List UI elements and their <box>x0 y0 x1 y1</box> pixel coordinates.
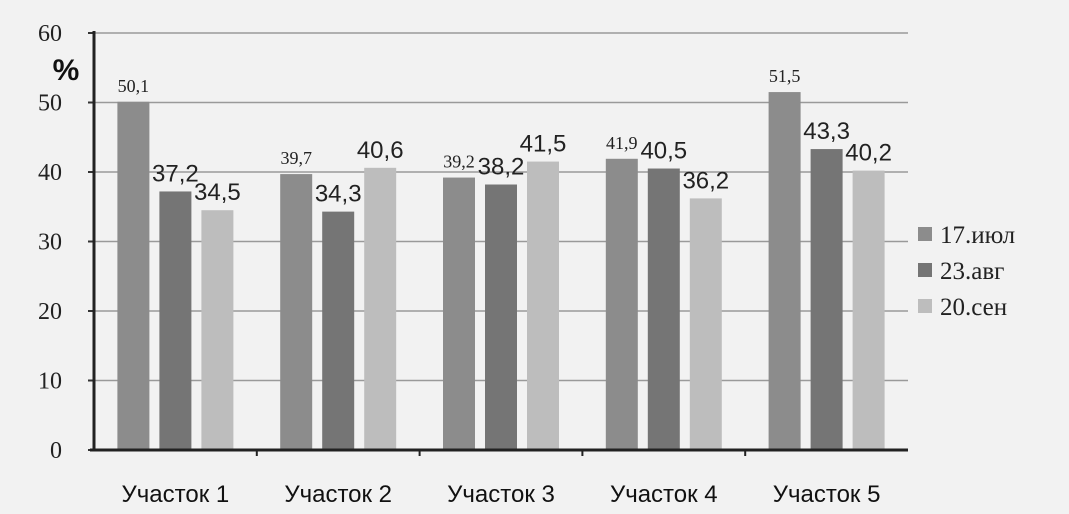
legend-swatch <box>918 299 932 313</box>
bar-value-label: 34,5 <box>194 179 241 206</box>
legend-swatch <box>918 227 932 241</box>
y-tick-label: 50 <box>38 91 62 117</box>
bar-value-label: 40,2 <box>845 140 892 167</box>
bar-1 <box>117 101 150 451</box>
legend: 17.июл 23.авг 20.сен <box>918 222 1015 321</box>
y-tick-label: 40 <box>38 160 62 186</box>
y-tick-label: 0 <box>50 438 62 464</box>
bar-3 <box>852 170 885 451</box>
bar-2 <box>159 191 192 450</box>
y-tick-label: 60 <box>38 21 62 47</box>
bar-value-label: 37,2 <box>152 160 199 187</box>
bar-value-label: 41,9 <box>606 133 638 153</box>
x-category-label: Участок 1 <box>122 481 230 508</box>
legend-swatch <box>918 263 932 277</box>
legend-entry: 17.июл <box>940 222 1015 249</box>
bar-1 <box>280 174 313 450</box>
bar-1 <box>605 158 638 451</box>
bar-3 <box>689 198 722 450</box>
bar-value-label: 34,3 <box>315 181 362 208</box>
legend-entry: 20.сен <box>940 294 1007 321</box>
y-tick-label: 30 <box>38 230 62 256</box>
y-tick-label: 10 <box>38 369 62 395</box>
x-category-label: Участок 2 <box>284 481 392 508</box>
bar-value-label: 40,6 <box>357 137 404 164</box>
bar-value-label: 50,1 <box>118 76 150 96</box>
bar-value-label: 39,2 <box>443 152 475 172</box>
x-category-label: Участок 4 <box>610 481 718 508</box>
data-labels: 50,1 37,234,5 39,734,3 40,6 39,2 38,241,5 41,9… <box>118 66 892 208</box>
bar-value-label: 41,5 <box>520 131 567 158</box>
y-tick-label: 20 <box>38 299 62 325</box>
bar-1 <box>443 177 475 450</box>
bar-3 <box>527 161 559 450</box>
bar-2 <box>485 184 517 450</box>
bar-3 <box>201 210 234 450</box>
bar-2 <box>322 211 355 450</box>
bars <box>117 92 885 451</box>
bar-value-label: 36,2 <box>682 167 729 194</box>
y-unit-label: % <box>53 54 80 87</box>
bar-value-label: 38,2 <box>478 154 525 181</box>
bar-value-label: 40,5 <box>640 138 687 165</box>
bar-1 <box>768 92 801 450</box>
axes: 0 10 20 30 40 50 60 Участок 1 Участок 2 Участок 3… <box>38 21 908 508</box>
legend-entry: 23.авг <box>940 258 1004 285</box>
bar-value-label: 51,5 <box>769 66 801 86</box>
x-category-label: Участок 3 <box>447 481 555 508</box>
bar-value-label: 39,7 <box>280 148 312 168</box>
bar-value-label: 43,3 <box>803 118 850 145</box>
bar-2 <box>810 149 843 450</box>
bar-3 <box>364 167 397 450</box>
bar-2 <box>647 168 680 450</box>
x-category-label: Участок 5 <box>773 481 881 508</box>
